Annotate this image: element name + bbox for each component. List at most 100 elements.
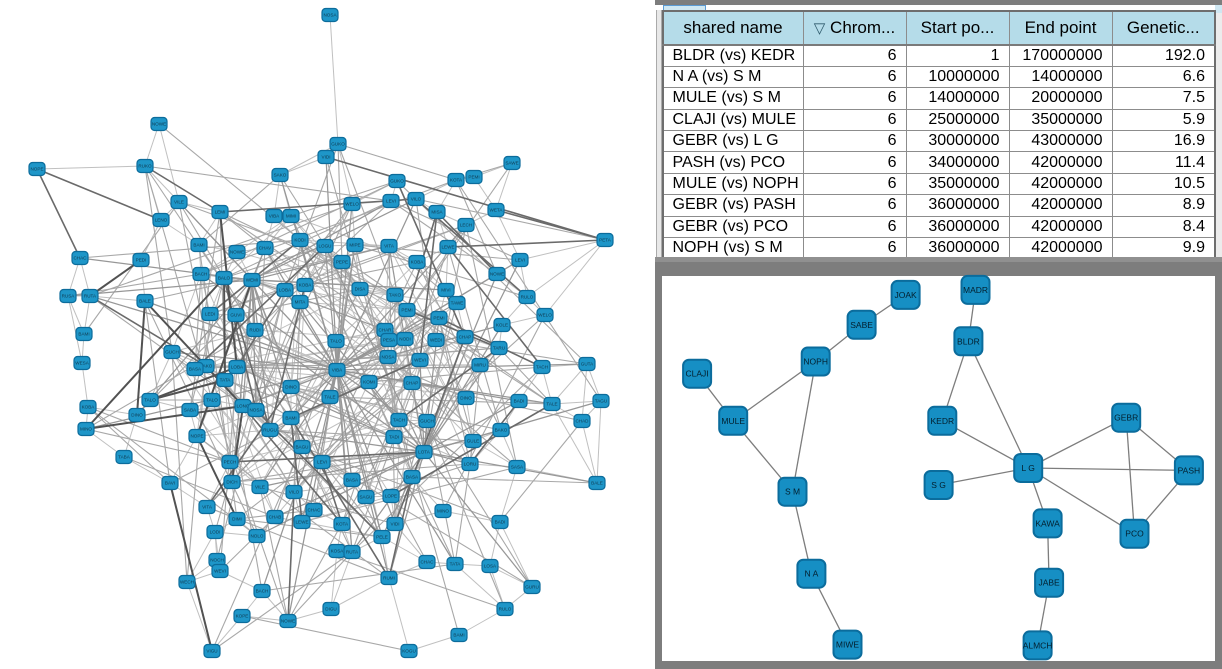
svg-text:PCO: PCO [1125, 529, 1144, 539]
svg-text:KAWA: KAWA [1035, 518, 1060, 528]
svg-text:NOSA: NOSA [249, 408, 263, 413]
svg-text:SASA: SASA [511, 465, 524, 470]
svg-text:MIPE: MIPE [349, 243, 360, 248]
svg-text:CHAB: CHAB [269, 515, 282, 520]
svg-text:PESA: PESA [383, 338, 396, 343]
svg-text:BADI: BADI [514, 399, 525, 404]
svg-text:NOSA: NOSA [323, 13, 337, 18]
svg-text:WETA: WETA [490, 208, 504, 213]
svg-text:TAGU: TAGU [595, 399, 607, 404]
svg-text:S G: S G [931, 480, 946, 490]
svg-text:PECH: PECH [224, 460, 237, 465]
svg-text:KOLE: KOLE [496, 323, 508, 328]
svg-text:VILO: VILO [411, 197, 422, 202]
svg-text:BAMI: BAMI [78, 332, 89, 337]
svg-text:LOTA: LOTA [418, 450, 431, 455]
svg-text:BALE: BALE [139, 299, 151, 304]
svg-text:MITA: MITA [295, 300, 307, 305]
svg-text:KOTA: KOTA [336, 522, 349, 527]
svg-text:VIGU: VIGU [206, 649, 217, 654]
svg-text:LEWE: LEWE [441, 245, 454, 250]
svg-text:DIGU: DIGU [325, 607, 336, 612]
svg-text:LOBA: LOBA [279, 288, 292, 293]
svg-text:TALO: TALO [206, 398, 218, 403]
svg-text:CHAP: CHAP [459, 335, 472, 340]
svg-text:GUKO: GUKO [331, 142, 345, 147]
svg-text:SAKO: SAKO [274, 173, 287, 178]
svg-text:DISA: DISA [355, 287, 367, 292]
svg-text:CHAC: CHAC [307, 508, 321, 513]
svg-text:N A: N A [805, 569, 819, 579]
svg-text:CHAV: CHAV [259, 246, 272, 251]
svg-text:KODI: KODI [294, 238, 305, 243]
svg-text:NOWE: NOWE [490, 272, 504, 277]
svg-text:BASA: BASA [346, 478, 359, 483]
svg-text:NOPH: NOPH [803, 357, 828, 367]
svg-text:NOCH: NOCH [210, 558, 224, 563]
svg-text:VITA: VITA [384, 244, 395, 249]
svg-text:TATA: TATA [450, 562, 462, 567]
svg-text:VITA: VITA [202, 505, 213, 510]
svg-text:LOBA: LOBA [231, 365, 244, 370]
svg-text:WEVI: WEVI [214, 569, 226, 574]
svg-text:BAMI: BAMI [285, 416, 296, 421]
svg-text:KOBA: KOBA [82, 405, 96, 410]
svg-text:WELO: WELO [345, 202, 359, 207]
svg-text:KOBA: KOBA [411, 260, 425, 265]
svg-text:LONO: LONO [236, 404, 249, 409]
svg-text:NODI: NODI [399, 337, 410, 342]
svg-text:RUKO: RUKO [138, 164, 152, 169]
svg-text:VIBA: VIBA [332, 368, 343, 373]
svg-text:LEVI: LEVI [386, 199, 396, 204]
svg-text:GUTA: GUTA [581, 362, 594, 367]
svg-text:BAMI: BAMI [453, 633, 464, 638]
svg-text:PASH: PASH [1178, 465, 1201, 475]
svg-text:SABE: SABE [850, 320, 873, 330]
svg-text:WEMI: WEMI [246, 278, 259, 283]
svg-text:WEVI: WEVI [414, 358, 426, 363]
svg-text:CHAC: CHAC [420, 560, 434, 565]
svg-text:VIDI: VIDI [322, 155, 331, 160]
svg-text:PEPE: PEPE [336, 260, 348, 265]
svg-text:BAVI: BAVI [165, 481, 175, 486]
svg-text:TATA: TATA [220, 378, 232, 383]
svg-text:RUMI: RUMI [383, 576, 395, 581]
svg-text:TARU: TARU [493, 346, 505, 351]
svg-text:NOPE: NOPE [30, 167, 43, 172]
svg-text:LEVI: LEVI [515, 258, 525, 263]
svg-text:SABA: SABA [184, 408, 197, 413]
svg-text:MINO: MINO [437, 509, 449, 514]
svg-text:RUTA: RUTA [346, 550, 359, 555]
svg-text:TAWE: TAWE [451, 301, 464, 306]
svg-text:MULE: MULE [721, 416, 745, 426]
svg-text:WESA: WESA [75, 361, 89, 366]
svg-text:DIMI: DIMI [232, 517, 242, 522]
svg-text:GUVI: GUVI [230, 313, 241, 318]
svg-text:ALMCH: ALMCH [1023, 640, 1053, 650]
svg-text:TALE: TALE [324, 395, 335, 400]
svg-text:VILE: VILE [255, 485, 265, 490]
svg-text:RUDI: RUDI [249, 328, 260, 333]
svg-text:LOGU: LOGU [318, 244, 331, 249]
svg-text:S M: S M [785, 487, 800, 497]
svg-text:NOSA: NOSA [381, 355, 395, 360]
svg-text:VIDI: VIDI [391, 522, 400, 527]
svg-text:BLDR: BLDR [957, 336, 980, 346]
svg-text:SAGU: SAGU [359, 495, 372, 500]
svg-text:BACH: BACH [195, 272, 208, 277]
svg-text:RULO: RULO [521, 295, 534, 300]
svg-text:KOGU: KOGU [402, 649, 416, 654]
svg-text:SAWE: SAWE [505, 161, 518, 166]
svg-text:LOPE: LOPE [385, 494, 397, 499]
svg-text:TALO: TALO [330, 339, 342, 344]
svg-text:WECH: WECH [180, 580, 194, 585]
svg-text:TABA: TABA [118, 455, 131, 460]
svg-text:RULO: RULO [499, 607, 512, 612]
svg-text:NOLO: NOLO [250, 534, 263, 539]
svg-text:BADI: BADI [495, 520, 506, 525]
svg-text:TALE: TALE [546, 402, 557, 407]
svg-text:MIRU: MIRU [474, 363, 486, 368]
svg-text:GUCH: GUCH [165, 350, 179, 355]
svg-text:KEDR: KEDR [930, 416, 954, 426]
svg-text:DINO: DINO [460, 396, 472, 401]
